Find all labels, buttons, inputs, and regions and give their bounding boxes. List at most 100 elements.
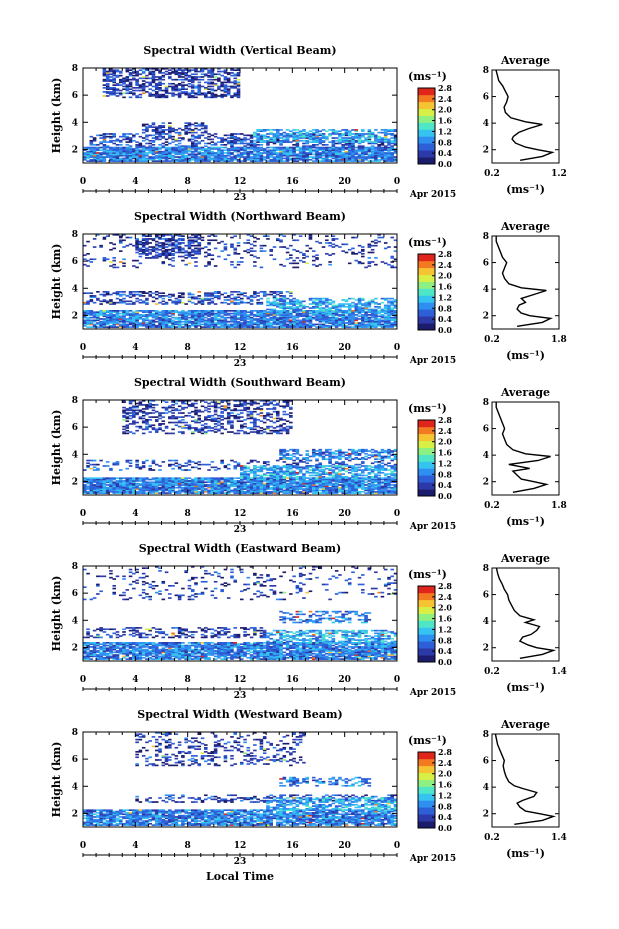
heatmap-cell [187, 85, 192, 88]
heatmap-cell [236, 301, 241, 304]
heatmap-cell [347, 312, 352, 315]
heatmap-cell [105, 156, 110, 158]
heatmap-cell [347, 141, 352, 143]
heatmap-cell [269, 254, 274, 257]
heatmap-cell [256, 292, 260, 295]
heatmap-cell [194, 135, 198, 138]
heatmap-cell [109, 326, 113, 328]
heatmap-cell [315, 304, 319, 307]
heatmap-cell [275, 137, 280, 139]
heatmap-cell [168, 153, 172, 156]
heatmap-cell [122, 312, 126, 315]
heatmap-cell [354, 259, 359, 262]
heatmap-cell [154, 315, 159, 318]
heatmap-cell [285, 150, 290, 153]
heatmap-cell [109, 88, 113, 91]
heatmap-cell [374, 301, 378, 304]
heatmap-cell [200, 76, 205, 78]
heatmap-cell [383, 323, 388, 326]
heatmap-cell [168, 296, 172, 299]
heatmap-cell [318, 242, 323, 244]
heatmap-cell [177, 146, 182, 149]
heatmap-cell [298, 137, 303, 139]
heatmap-cell [318, 157, 323, 160]
heatmap-cell [105, 326, 110, 328]
heatmap-cell [168, 405, 172, 408]
heatmap-cell [168, 92, 172, 95]
heatmap-cell [292, 315, 296, 318]
heatmap-cell [341, 158, 345, 161]
heatmap-cell [390, 326, 395, 328]
heatmap-cell [367, 326, 372, 328]
heatmap-cell [174, 421, 179, 424]
heatmap-cell [187, 310, 192, 312]
heatmap-cell [213, 135, 218, 138]
heatmap-cell [302, 146, 306, 149]
heatmap-cell [154, 156, 159, 158]
heatmap-cell [187, 93, 192, 96]
heatmap-cell [262, 135, 267, 138]
heatmap-cell [233, 320, 238, 323]
heatmap-cell [132, 295, 136, 297]
heatmap-cell [204, 145, 208, 148]
heatmap-cell [266, 150, 270, 153]
heatmap-cell [243, 295, 247, 297]
heatmap-cells [83, 400, 398, 494]
heatmap-cell [102, 259, 107, 262]
heatmap-cells [83, 68, 398, 162]
heatmap-cell [325, 318, 329, 320]
heatmap-cell [89, 150, 94, 153]
heatmap-cell [158, 157, 162, 160]
heatmap-cell [311, 156, 316, 158]
heatmap-cell [295, 314, 300, 316]
heatmap-cell [125, 319, 130, 322]
heatmap-cell [207, 85, 211, 88]
heatmap-cell [279, 160, 283, 162]
heatmap-cell [135, 259, 139, 262]
heatmap-cell [275, 310, 280, 312]
heatmap-cell [292, 144, 296, 146]
heatmap-cell [243, 312, 247, 315]
colorbar-tick-label: 0.0 [438, 159, 452, 169]
heatmap-cell [266, 157, 270, 160]
heatmap-cell [122, 85, 126, 88]
heatmap-cell [285, 291, 290, 293]
heatmap-cell [272, 156, 277, 158]
heatmap-cell [374, 319, 378, 322]
heatmap-cell [197, 125, 202, 127]
heatmap-cell [347, 142, 352, 145]
heatmap-cell [161, 135, 166, 138]
heatmap-cell [230, 133, 234, 135]
heatmap-cell [226, 77, 231, 80]
heatmap-cell [148, 126, 152, 129]
heatmap-cell [158, 314, 162, 316]
heatmap-cell [233, 299, 238, 301]
heatmap-cell [154, 68, 159, 70]
heatmap-cell [145, 74, 149, 77]
heatmap-cell [374, 308, 378, 311]
heatmap-cell [220, 152, 224, 154]
heatmap-cell [331, 300, 336, 303]
heatmap-cell [282, 310, 287, 312]
heatmap-cell [361, 248, 365, 251]
colorbar-segment [418, 309, 435, 317]
heatmap-cell [200, 157, 205, 160]
heatmap-cell [289, 324, 293, 327]
heatmap-cell [154, 88, 159, 91]
heatmap-cell [210, 293, 215, 296]
heatmap-cell [374, 156, 378, 158]
heatmap-cell [390, 152, 395, 154]
heatmap-cell [105, 78, 110, 81]
heatmap-cell [302, 150, 306, 153]
heatmap-cell [210, 324, 215, 327]
heatmap-cell [223, 299, 228, 301]
heatmap-cell [190, 85, 195, 88]
heatmap-cell [367, 142, 372, 145]
heatmap-cell [174, 416, 179, 418]
heatmap-cell [325, 308, 329, 311]
heatmap-cell [357, 318, 362, 320]
heatmap-cell [122, 88, 126, 91]
heatmap-cell [171, 432, 175, 435]
heatmap-cell [151, 149, 156, 152]
heatmap-cell [295, 322, 300, 324]
